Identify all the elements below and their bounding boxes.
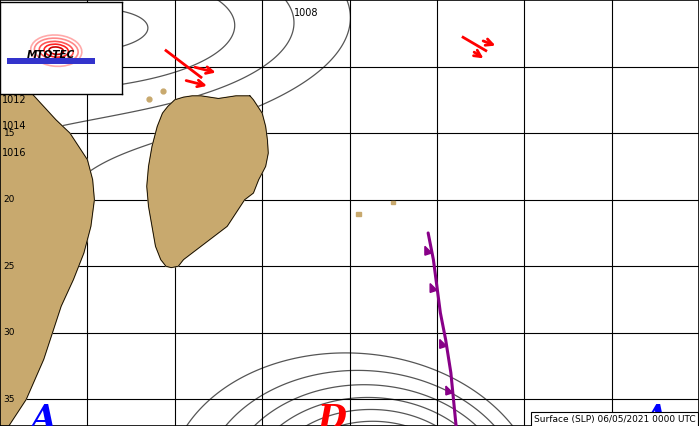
Bar <box>7 58 95 64</box>
Text: 15: 15 <box>3 129 15 138</box>
Text: 1016: 1016 <box>2 148 27 158</box>
Text: 10: 10 <box>3 62 15 71</box>
Polygon shape <box>430 284 437 292</box>
Text: 1012: 1012 <box>2 95 27 105</box>
Text: A: A <box>31 403 57 426</box>
Polygon shape <box>425 246 432 255</box>
Polygon shape <box>446 386 453 395</box>
Text: 20: 20 <box>3 195 15 204</box>
Text: MTOTEC: MTOTEC <box>27 50 75 60</box>
Polygon shape <box>391 201 395 204</box>
Text: A: A <box>642 403 668 426</box>
Text: 30: 30 <box>3 328 15 337</box>
Text: 1008: 1008 <box>294 9 318 18</box>
Text: Surface (SLP) 06/05/2021 0000 UTC: Surface (SLP) 06/05/2021 0000 UTC <box>534 415 696 424</box>
Text: 1014: 1014 <box>2 121 27 132</box>
Text: 35: 35 <box>3 395 15 404</box>
Polygon shape <box>356 212 361 216</box>
Polygon shape <box>147 96 268 268</box>
Text: 25: 25 <box>3 262 15 271</box>
Polygon shape <box>440 340 447 348</box>
Text: D: D <box>317 403 347 426</box>
Polygon shape <box>0 0 94 426</box>
